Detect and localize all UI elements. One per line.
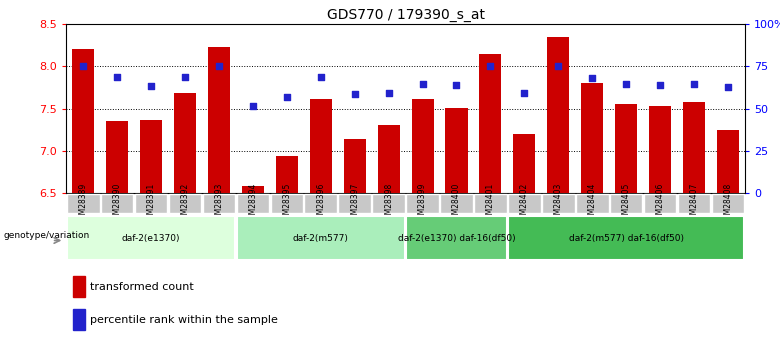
Bar (513, 134, 535, 193)
FancyBboxPatch shape (135, 194, 168, 214)
Bar (106, 120, 128, 193)
FancyBboxPatch shape (101, 194, 133, 214)
Bar (581, 83, 603, 193)
Point (111, 74, 123, 79)
Bar (344, 139, 366, 193)
FancyBboxPatch shape (508, 194, 541, 214)
Bar (140, 120, 162, 193)
Bar (174, 92, 196, 193)
Point (246, 104, 259, 109)
FancyBboxPatch shape (67, 216, 236, 260)
Bar (73, 276, 85, 297)
Text: GSM28393: GSM28393 (215, 183, 224, 224)
Point (382, 90, 395, 95)
FancyBboxPatch shape (168, 194, 201, 214)
Bar (445, 108, 467, 193)
Title: GDS770 / 179390_s_at: GDS770 / 179390_s_at (327, 8, 484, 22)
Bar (683, 102, 705, 193)
Text: GSM28399: GSM28399 (418, 183, 427, 224)
Point (484, 63, 497, 69)
Bar (208, 47, 230, 193)
Point (417, 81, 429, 87)
FancyBboxPatch shape (271, 194, 303, 214)
Text: GSM28398: GSM28398 (384, 183, 393, 224)
Text: GSM28389: GSM28389 (79, 183, 88, 224)
FancyBboxPatch shape (406, 194, 439, 214)
Text: GSM28404: GSM28404 (587, 183, 597, 224)
Point (654, 82, 666, 88)
Bar (615, 104, 637, 193)
Text: GSM28405: GSM28405 (622, 183, 631, 224)
Bar (310, 99, 332, 193)
Point (620, 81, 633, 87)
Text: transformed count: transformed count (90, 282, 193, 292)
FancyBboxPatch shape (711, 194, 744, 214)
Bar (73, 309, 85, 330)
Bar (276, 156, 298, 193)
Point (722, 84, 734, 89)
Text: percentile rank within the sample: percentile rank within the sample (90, 315, 278, 325)
FancyBboxPatch shape (610, 194, 643, 214)
FancyBboxPatch shape (542, 194, 575, 214)
Bar (412, 99, 434, 193)
Bar (548, 37, 569, 193)
FancyBboxPatch shape (440, 194, 473, 214)
Text: daf-2(m577) daf-16(df50): daf-2(m577) daf-16(df50) (569, 234, 683, 243)
Text: GSM28401: GSM28401 (486, 183, 495, 224)
FancyBboxPatch shape (508, 216, 744, 260)
FancyBboxPatch shape (236, 194, 269, 214)
FancyBboxPatch shape (406, 216, 507, 260)
Point (518, 91, 530, 96)
Point (179, 75, 191, 80)
Text: GSM28397: GSM28397 (350, 183, 360, 224)
Text: GSM28400: GSM28400 (452, 183, 461, 224)
Point (688, 81, 700, 87)
Text: GSM28392: GSM28392 (180, 183, 190, 224)
FancyBboxPatch shape (576, 194, 608, 214)
Text: GSM28403: GSM28403 (554, 183, 563, 224)
Bar (649, 106, 671, 193)
Text: GSM28390: GSM28390 (112, 183, 122, 224)
Text: daf-2(e1370) daf-16(df50): daf-2(e1370) daf-16(df50) (398, 234, 516, 243)
Point (450, 82, 463, 88)
Point (349, 91, 361, 97)
Text: GSM28391: GSM28391 (147, 183, 156, 224)
Point (281, 94, 293, 100)
Point (314, 74, 327, 79)
Text: daf-2(m577): daf-2(m577) (292, 234, 349, 243)
FancyBboxPatch shape (203, 194, 236, 214)
Bar (378, 125, 399, 193)
FancyBboxPatch shape (339, 194, 371, 214)
FancyBboxPatch shape (304, 194, 337, 214)
Text: genotype/variation: genotype/variation (3, 231, 90, 240)
FancyBboxPatch shape (644, 194, 676, 214)
FancyBboxPatch shape (678, 194, 711, 214)
Bar (480, 54, 502, 193)
Text: GSM28408: GSM28408 (723, 183, 732, 224)
Bar (717, 130, 739, 193)
Text: GSM28395: GSM28395 (282, 183, 292, 224)
Text: GSM28406: GSM28406 (655, 183, 665, 224)
Bar (73, 49, 94, 193)
Text: GSM28407: GSM28407 (690, 183, 699, 224)
FancyBboxPatch shape (474, 194, 507, 214)
Text: daf-2(e1370): daf-2(e1370) (122, 234, 180, 243)
Point (145, 83, 158, 89)
Point (77, 63, 90, 69)
Text: GSM28402: GSM28402 (519, 183, 529, 224)
Text: GSM28394: GSM28394 (248, 183, 257, 224)
Point (586, 76, 598, 81)
FancyBboxPatch shape (236, 216, 405, 260)
FancyBboxPatch shape (67, 194, 100, 214)
FancyBboxPatch shape (372, 194, 405, 214)
Text: GSM28396: GSM28396 (316, 183, 325, 224)
Point (552, 63, 565, 69)
Bar (242, 186, 264, 193)
Point (213, 63, 225, 69)
